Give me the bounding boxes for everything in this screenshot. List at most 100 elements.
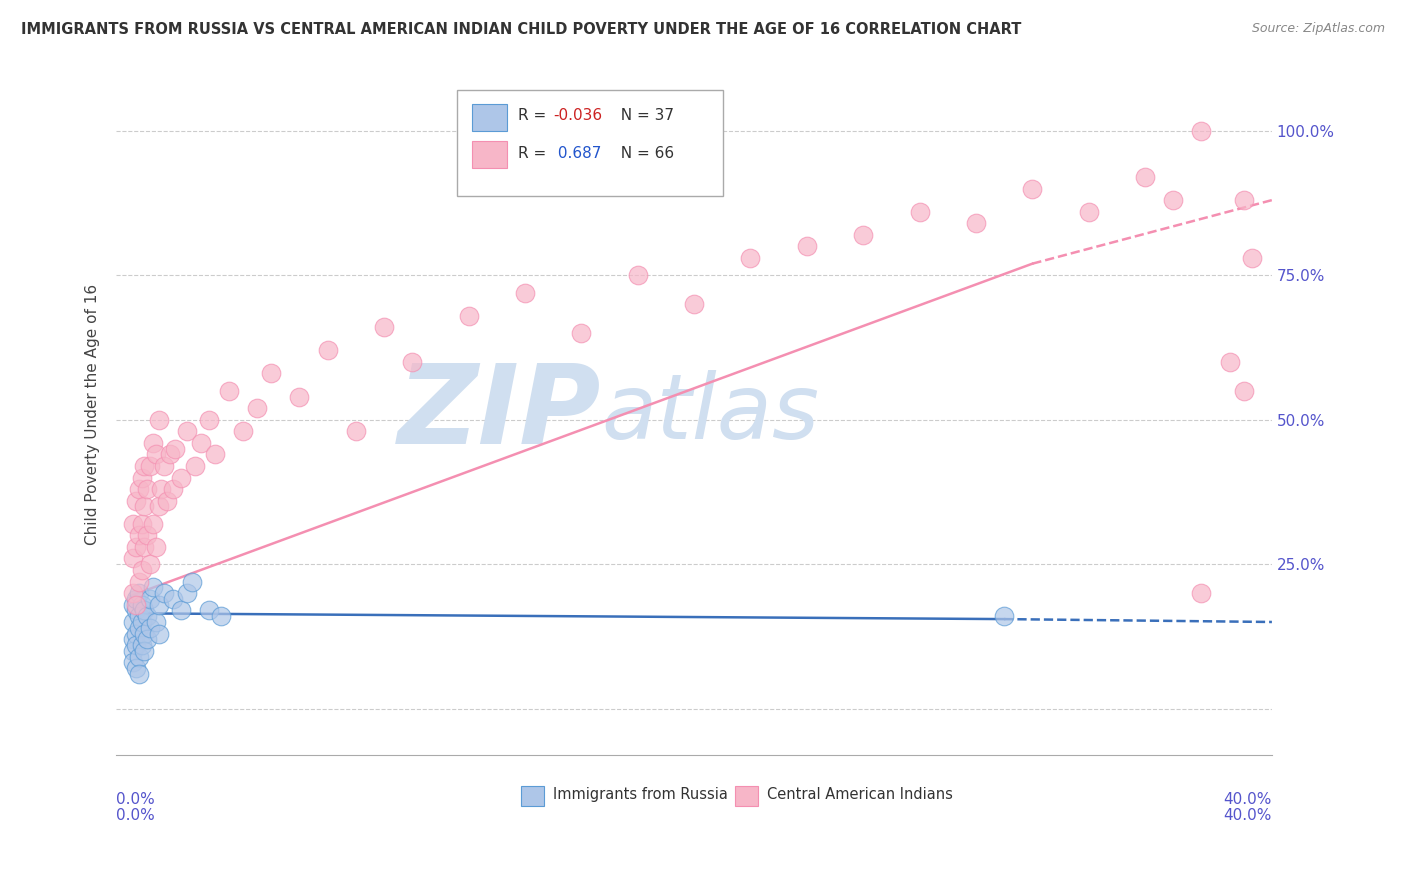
Text: 0.687: 0.687 (553, 146, 602, 161)
Point (128, 667, 150, 681)
Text: 40.0%: 40.0% (1223, 808, 1272, 823)
Point (165, 442, 187, 456)
Point (569, 326, 592, 340)
Text: 40.0%: 40.0% (1223, 792, 1272, 807)
Point (134, 458, 156, 473)
Point (134, 626, 156, 640)
Point (128, 528, 150, 542)
Text: R =: R = (519, 109, 551, 123)
Point (1191, 586, 1213, 600)
Point (139, 621, 162, 635)
Point (134, 644, 156, 658)
Point (1077, 204, 1099, 219)
Text: Source: ZipAtlas.com: Source: ZipAtlas.com (1251, 22, 1385, 36)
Point (796, 239, 818, 253)
Text: 0.0%: 0.0% (117, 792, 155, 807)
Point (316, 343, 339, 358)
Point (401, 355, 423, 369)
Point (128, 586, 150, 600)
Point (131, 516, 153, 531)
Point (131, 563, 153, 577)
Point (1021, 181, 1043, 195)
Point (122, 598, 145, 612)
Point (852, 227, 875, 242)
Point (134, 500, 156, 514)
Point (153, 586, 176, 600)
Point (1233, 384, 1256, 398)
Text: Central American Indians: Central American Indians (766, 787, 953, 802)
Point (131, 470, 153, 484)
Bar (472, 103, 508, 131)
Point (246, 401, 269, 416)
Point (150, 482, 173, 496)
Text: atlas: atlas (602, 370, 820, 458)
Point (131, 615, 153, 629)
Point (139, 591, 162, 606)
Point (1219, 355, 1241, 369)
Point (204, 447, 226, 461)
Point (125, 638, 148, 652)
Point (148, 598, 170, 612)
Point (128, 482, 150, 496)
Point (142, 580, 165, 594)
Point (513, 285, 536, 300)
Point (740, 251, 762, 265)
Y-axis label: Child Poverty Under the Age of 16: Child Poverty Under the Age of 16 (86, 284, 100, 544)
Point (181, 574, 204, 589)
Point (128, 609, 150, 624)
Point (125, 540, 148, 554)
Point (122, 551, 145, 566)
Point (1191, 124, 1213, 138)
Point (170, 470, 193, 484)
Text: -0.036: -0.036 (553, 109, 602, 123)
Point (344, 424, 367, 438)
Point (134, 540, 156, 554)
Point (965, 216, 987, 230)
Text: N = 37: N = 37 (610, 109, 673, 123)
Point (134, 603, 156, 617)
Point (457, 309, 479, 323)
Point (142, 435, 165, 450)
Bar (520, 786, 544, 806)
Point (145, 540, 167, 554)
Point (122, 586, 145, 600)
Point (148, 413, 170, 427)
Point (122, 615, 145, 629)
Point (128, 649, 150, 664)
Point (993, 609, 1015, 624)
Point (122, 516, 145, 531)
Point (139, 458, 162, 473)
Point (373, 320, 395, 334)
Point (1161, 193, 1184, 207)
Point (170, 603, 193, 617)
Point (683, 297, 706, 311)
Point (136, 632, 159, 647)
Text: R =: R = (519, 146, 551, 161)
Point (131, 638, 153, 652)
Point (148, 500, 170, 514)
FancyBboxPatch shape (457, 90, 723, 195)
Point (1133, 169, 1156, 184)
Point (128, 574, 150, 589)
Point (125, 626, 148, 640)
Point (125, 603, 148, 617)
Bar (472, 141, 508, 169)
Point (198, 603, 221, 617)
Text: Immigrants from Russia: Immigrants from Russia (553, 787, 728, 802)
Point (125, 493, 148, 508)
Point (125, 598, 148, 612)
Point (136, 609, 159, 624)
Point (159, 447, 181, 461)
Point (232, 424, 254, 438)
Point (153, 458, 176, 473)
Point (122, 656, 145, 670)
Point (184, 458, 207, 473)
Point (131, 598, 153, 612)
Point (142, 516, 165, 531)
Point (136, 482, 159, 496)
Text: N = 66: N = 66 (610, 146, 673, 161)
Bar (734, 786, 758, 806)
Point (145, 615, 167, 629)
Point (122, 644, 145, 658)
Point (176, 586, 198, 600)
